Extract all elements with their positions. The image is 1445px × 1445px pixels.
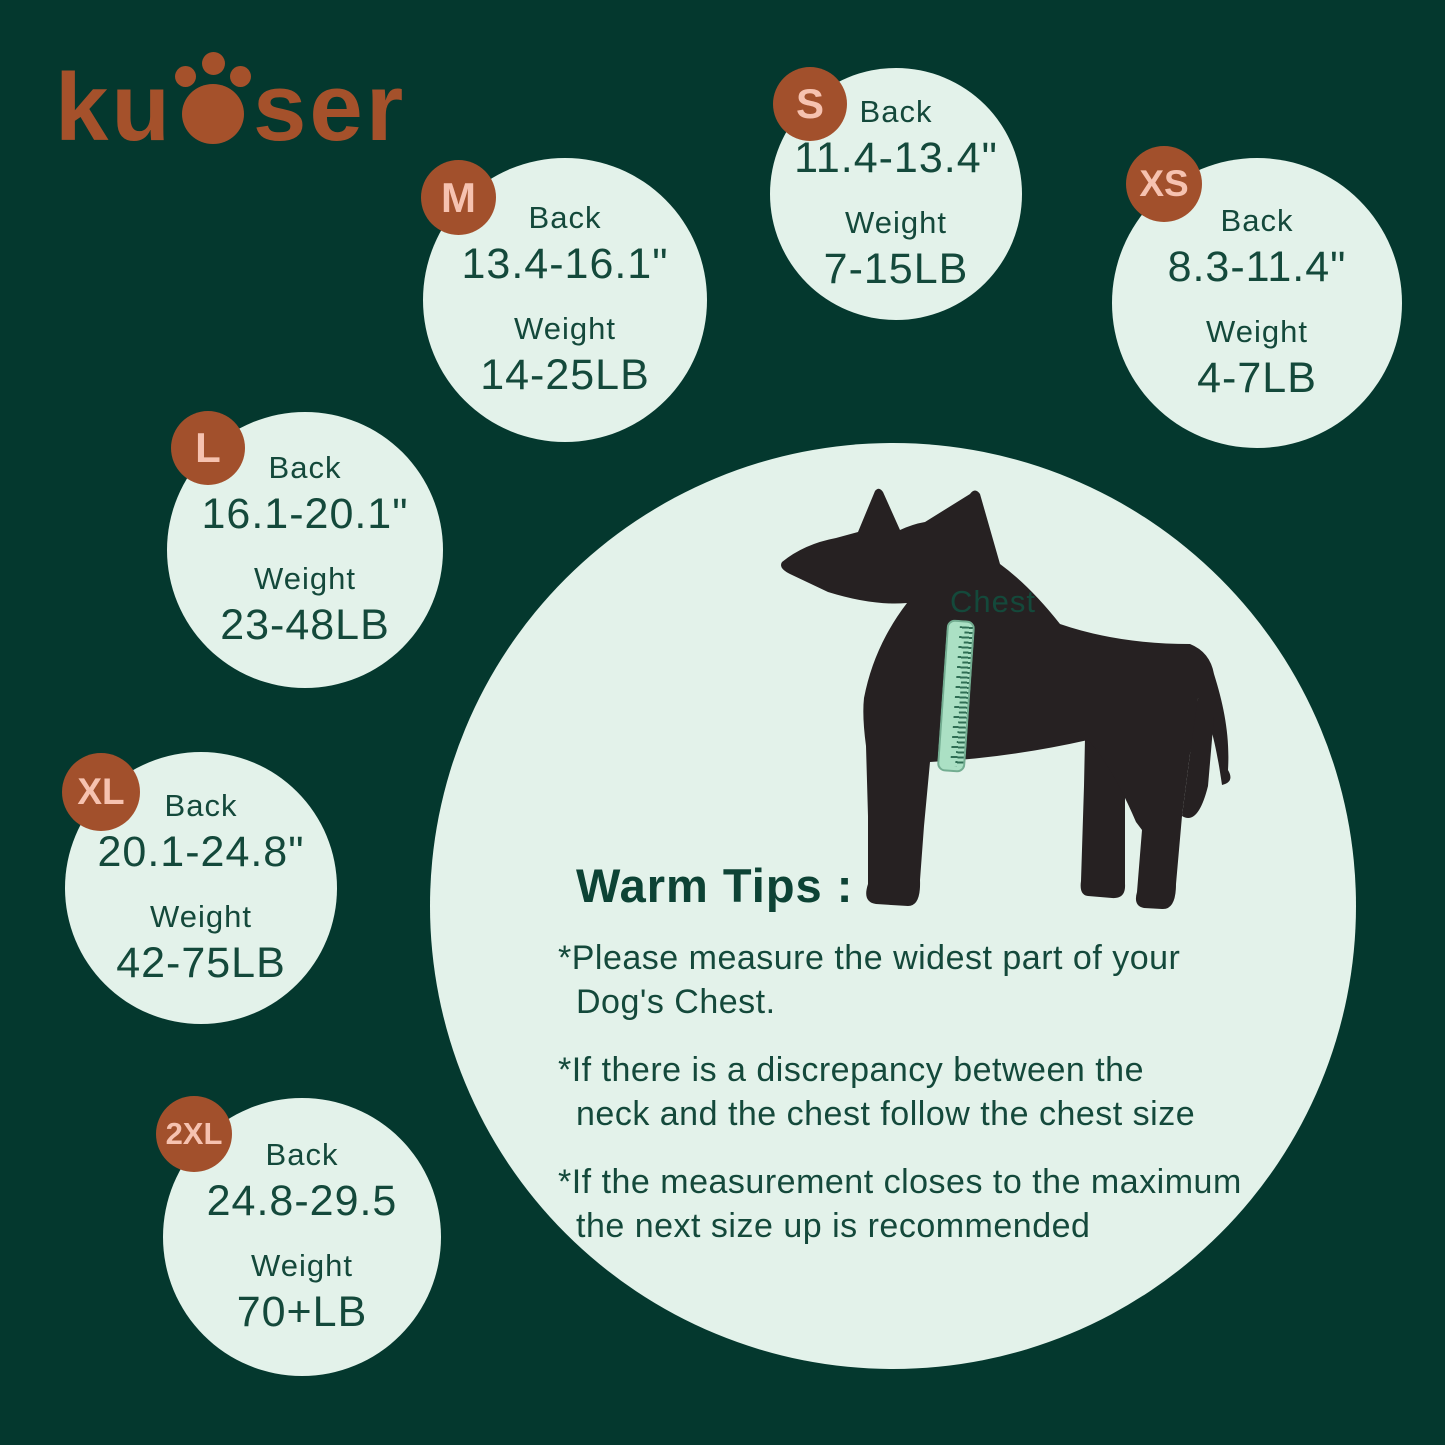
chest-label: Chest: [950, 584, 1036, 619]
weight-value: 70+LB: [236, 1288, 368, 1336]
paw-icon: [175, 50, 252, 150]
back-value: 20.1-24.8": [97, 828, 305, 876]
back-label: Back: [859, 94, 933, 129]
size-badge-2xl: 2XL: [156, 1096, 232, 1172]
back-value: 11.4-13.4": [794, 134, 998, 182]
weight-label: Weight: [254, 561, 356, 596]
logo-text-right: ser: [253, 54, 407, 161]
weight-label: Weight: [1206, 314, 1308, 349]
back-value: 16.1-20.1": [201, 490, 409, 538]
size-badge-xl: XL: [62, 753, 140, 831]
back-label: Back: [265, 1137, 339, 1172]
logo-text-left: ku: [55, 54, 174, 161]
back-label: Back: [164, 788, 238, 823]
back-value: 13.4-16.1": [461, 240, 669, 288]
weight-label: Weight: [514, 311, 616, 346]
weight-label: Weight: [845, 205, 947, 240]
dog-silhouette-icon: [781, 488, 1231, 910]
back-value: 24.8-29.5: [206, 1177, 398, 1225]
back-value: 8.3-11.4": [1167, 243, 1347, 291]
size-circle-s: Back 11.4-13.4" Weight 7-15LB: [770, 68, 1022, 320]
tip-line: the next size up is recommended: [576, 1207, 1091, 1245]
size-circle-m: Back 13.4-16.1" Weight 14-25LB: [423, 158, 707, 442]
size-badge-l: L: [171, 411, 245, 485]
tip-line: neck and the chest follow the chest size: [576, 1095, 1196, 1133]
tip-line: *If there is a discrepancy between the: [558, 1051, 1144, 1089]
warm-tips-heading: Warm Tips :: [576, 859, 854, 912]
size-badge-s: S: [773, 67, 847, 141]
tip-line: *If the measurement closes to the maximu…: [558, 1163, 1242, 1201]
weight-value: 4-7LB: [1197, 354, 1317, 402]
size-badge-m: M: [421, 160, 496, 235]
weight-label: Weight: [150, 899, 252, 934]
weight-value: 7-15LB: [823, 245, 969, 293]
size-badge-xs: XS: [1126, 146, 1202, 222]
back-label: Back: [528, 200, 602, 235]
back-label: Back: [268, 450, 342, 485]
back-label: Back: [1220, 203, 1294, 238]
tip-line: Dog's Chest.: [576, 983, 776, 1021]
brand-logo: ku ser: [55, 50, 406, 156]
weight-value: 23-48LB: [220, 601, 390, 649]
weight-value: 14-25LB: [480, 351, 650, 399]
warm-tips-list: *Please measure the widest part of your …: [558, 936, 1268, 1272]
tip-item: *If there is a discrepancy between the n…: [558, 1048, 1268, 1136]
weight-label: Weight: [251, 1248, 353, 1283]
tip-item: *Please measure the widest part of your …: [558, 936, 1268, 1024]
weight-value: 42-75LB: [116, 939, 286, 987]
tip-line: *Please measure the widest part of your: [558, 939, 1181, 977]
tip-item: *If the measurement closes to the maximu…: [558, 1160, 1268, 1248]
